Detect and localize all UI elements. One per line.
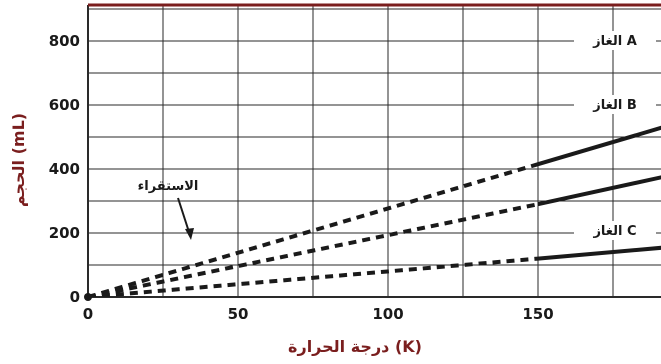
series-label: الغاز C (592, 224, 636, 239)
x-tick-label: 100 (372, 305, 403, 323)
series-label: الغاز A (592, 34, 637, 49)
y-tick-label: 600 (49, 96, 80, 114)
extrapolation-annotation: الاستقراء (138, 179, 199, 240)
extrapolation-label: الاستقراء (138, 179, 199, 194)
extrapolation-arrow-head (185, 228, 194, 240)
series-label-background (574, 31, 656, 50)
y-axis-title: الحجم (mL) (9, 113, 28, 207)
extrapolation-arrow-line (177, 197, 190, 233)
series-extrapolated-line (88, 256, 539, 297)
x-tick-label: 150 (522, 305, 553, 323)
series-measured-line (537, 245, 661, 261)
series-measured-line (537, 175, 661, 207)
series-labels: الغاز A الغاز B الغاز C (574, 31, 656, 240)
x-axis-title: درجة الحرارة (K) (288, 337, 422, 356)
series-label: الغاز B (592, 98, 636, 113)
series-extrapolated-line (88, 202, 539, 297)
y-tick-label: 200 (49, 224, 80, 242)
y-tick-label: 400 (49, 160, 80, 178)
series-label-background (574, 95, 656, 114)
grid (87, 5, 661, 298)
plot-background (88, 5, 661, 297)
series-layer (88, 125, 661, 297)
tick-labels: 0501001502002503003500200400600800 (49, 32, 554, 323)
x-tick-label: 50 (228, 305, 249, 323)
series-measured-line (537, 125, 661, 167)
y-tick-label: 800 (49, 32, 80, 50)
series-label-background (574, 221, 656, 240)
x-tick-label: 0 (83, 305, 93, 323)
origin-point (84, 293, 92, 301)
y-tick-label: 0 (70, 288, 80, 306)
